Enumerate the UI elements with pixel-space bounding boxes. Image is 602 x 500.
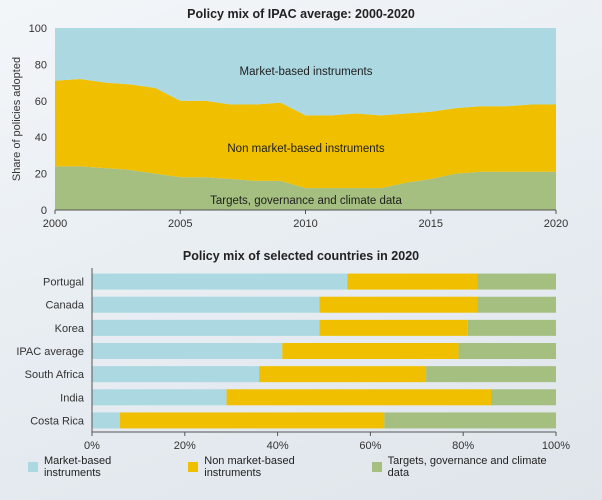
bar-segment-market <box>92 343 283 359</box>
area-y-tick-label: 80 <box>35 59 47 71</box>
legend-item-market: Market-based instruments <box>28 455 170 479</box>
bar-chart-title: Policy mix of selected countries in 2020 <box>182 249 420 263</box>
bar-segment-targets <box>491 389 556 406</box>
area-y-tick-label: 20 <box>35 169 47 181</box>
bar-segment-targets <box>458 343 556 359</box>
bar-category-label: Korea <box>55 323 85 335</box>
area-chart: 0 20 40 60 80 100 2000 2005 2010 2015 2020 Market-… <box>11 23 568 230</box>
bar-x-tick-label: 20% <box>174 440 196 452</box>
bar-segment-targets <box>477 273 556 290</box>
bar-chart-legend: Market-based instruments Non market-base… <box>28 455 588 479</box>
legend-label-targets: Targets, governance and climate data <box>387 455 547 479</box>
area-y-tick-label: 0 <box>41 205 47 217</box>
area-x-tick-label: 2000 <box>43 218 67 230</box>
area-y-axis-label: Share of policies adopted <box>11 57 23 181</box>
area-y-tick-label: 100 <box>29 23 47 35</box>
bar-segment-non-market <box>319 319 468 336</box>
area-x-tick-label: 2015 <box>419 218 443 230</box>
area-market <box>55 28 556 116</box>
bar-segment-market <box>92 389 227 406</box>
area-label-targets: Targets, governance and climate data <box>210 195 402 207</box>
bar-category-label: India <box>60 392 85 404</box>
bar-x-tick-label: 40% <box>267 440 289 452</box>
legend-swatch-non-market <box>188 462 199 472</box>
bar-segment-market <box>92 412 120 429</box>
bar-segment-targets <box>477 296 556 313</box>
area-label-non-market: Non market-based instruments <box>227 143 384 155</box>
bar-segment-market <box>92 366 260 383</box>
area-x-tick-label: 2020 <box>544 218 568 230</box>
bar-category-label: IPAC average <box>16 346 84 358</box>
bar-category-label: Costa Rica <box>30 415 85 427</box>
bar-category-label: South Africa <box>25 369 85 381</box>
bar-segment-non-market <box>119 412 385 429</box>
legend-item-targets: Targets, governance and climate data <box>371 455 570 479</box>
bar-segment-non-market <box>226 389 492 406</box>
bar-segment-market <box>92 319 320 336</box>
bar-segment-targets <box>384 412 556 429</box>
bar-x-tick-label: 60% <box>359 440 381 452</box>
area-y-tick-label: 60 <box>35 96 47 108</box>
legend-item-non-market: Non market-based instruments <box>188 455 353 479</box>
bar-chart: Portugal Canada Korea IPAC average South Afr… <box>16 268 570 452</box>
bar-segment-targets <box>426 366 556 383</box>
legend-label-market: Market-based instruments <box>43 455 112 479</box>
bar-segment-market <box>92 273 348 290</box>
bar-segment-market <box>92 296 320 313</box>
area-y-tick-label: 40 <box>35 132 47 144</box>
bar-x-tick-label: 100% <box>542 440 570 452</box>
legend-label-non-market: Non market-based instruments <box>204 455 295 479</box>
bar-segment-targets <box>467 319 556 336</box>
bar-x-tick-label: 0% <box>84 440 100 452</box>
bar-segment-non-market <box>259 366 427 383</box>
bar-segment-non-market <box>347 273 478 290</box>
legend-swatch-targets <box>371 462 382 472</box>
bar-category-label: Portugal <box>43 277 84 289</box>
area-label-market: Market-based instruments <box>240 66 373 78</box>
area-chart-title: Policy mix of IPAC average: 2000-2020 <box>187 7 415 21</box>
area-x-tick-label: 2010 <box>293 218 317 230</box>
area-x-tick-label: 2005 <box>168 218 192 230</box>
bar-x-tick-label: 80% <box>452 440 474 452</box>
bar-segment-non-market <box>319 296 478 313</box>
area-non-market <box>55 78 556 189</box>
bar-category-label: Canada <box>45 300 84 312</box>
bar-segment-non-market <box>282 343 459 359</box>
legend-swatch-market <box>28 462 38 472</box>
